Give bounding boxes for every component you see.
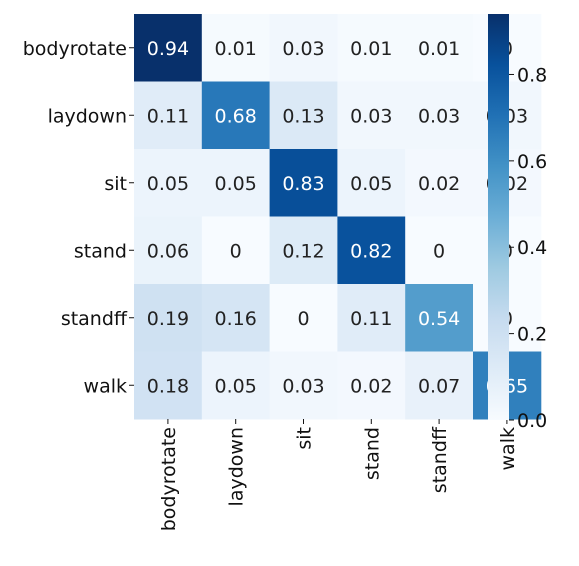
column-tick-label: bodyrotate: [158, 427, 180, 531]
heatmap-cell: [405, 351, 474, 420]
cell-value-label: 0.03: [418, 105, 460, 127]
row-tick-label: sit: [104, 173, 127, 195]
cell-value-label: 0.16: [215, 308, 257, 330]
heatmap-cell: [201, 81, 271, 150]
cell-value-label: 0.68: [215, 105, 257, 127]
colorbar-gradient: [488, 14, 509, 420]
cell-value-label: 0: [297, 308, 309, 330]
column-tick-label: standff: [429, 426, 451, 493]
cell-value-label: 0.12: [282, 240, 324, 262]
heatmap-cell: [134, 284, 203, 352]
cell-value-label: 0.01: [215, 38, 257, 60]
heatmap-cells: 0.94 0.01 0.03 0.01 0.01 0 0.11 0.68 0.13 0.03 0.0…: [134, 14, 542, 420]
heatmap-cell: [201, 14, 271, 82]
cell-value-label: 0.03: [350, 105, 392, 127]
heatmap-cell: [337, 149, 406, 217]
heatmap-cell: [405, 149, 474, 217]
heatmap-cell: [134, 14, 203, 82]
row-tick-label: bodyrotate: [23, 38, 127, 60]
cell-value-label: 0.19: [147, 308, 189, 330]
heatmap-cell: [269, 14, 338, 82]
heatmap-cell: [269, 284, 338, 352]
cell-value-label: 0.02: [418, 173, 460, 195]
colorbar-tick-label: 0.2: [517, 324, 547, 346]
heatmap-cell: [134, 81, 203, 150]
cell-value-label: 0.11: [147, 105, 189, 127]
cell-value-label: 0.03: [282, 38, 324, 60]
cell-value-label: 0.01: [418, 38, 460, 60]
heatmap-cell: [405, 284, 474, 352]
cell-value-label: 0.13: [282, 105, 324, 127]
heatmap-cell: [134, 149, 203, 217]
cell-value-label: 0.83: [282, 173, 324, 195]
cell-value-label: 0.01: [350, 38, 392, 60]
colorbar-tick-label: 0.6: [517, 151, 547, 173]
column-tick-label: laydown: [226, 427, 248, 506]
cell-value-label: 0.02: [350, 375, 392, 397]
heatmap-cell: [201, 351, 271, 420]
cell-value-label: 0.82: [350, 240, 392, 262]
heatmap-cell: [269, 81, 338, 150]
heatmap-cell: [269, 351, 338, 420]
heatmap-cell: [405, 14, 474, 82]
heatmap-cell: [337, 14, 406, 82]
cell-value-label: 0.05: [350, 173, 392, 195]
colorbar: 0.0 0.2 0.4 0.6 0.8: [488, 14, 547, 432]
heatmap-cell: [201, 284, 271, 352]
row-tick-label: walk: [84, 375, 127, 397]
cell-value-label: 0.54: [418, 308, 460, 330]
column-tick-label: walk: [497, 427, 519, 470]
heatmap-cell: [201, 216, 271, 285]
column-tick-label: sit: [294, 427, 316, 450]
cell-value-label: 0.03: [282, 375, 324, 397]
row-tick-label: stand: [74, 240, 127, 262]
heatmap-cell: [337, 351, 406, 420]
cell-value-label: 0: [433, 240, 445, 262]
cell-value-label: 0.18: [147, 375, 189, 397]
cell-value-label: 0.06: [147, 240, 189, 262]
row-tick-labels: bodyrotate laydown sit stand standff walk: [23, 38, 134, 397]
cell-value-label: 0.94: [147, 38, 189, 60]
colorbar-tick-label: 0.4: [517, 237, 547, 259]
cell-value-label: 0.07: [418, 375, 460, 397]
heatmap-cell: [269, 216, 338, 285]
colorbar-tick-label: 0.0: [517, 410, 547, 432]
heatmap-cell: [337, 216, 406, 285]
heatmap-cell: [337, 284, 406, 352]
heatmap-cell: [134, 216, 203, 285]
row-tick-label: laydown: [48, 105, 127, 127]
row-tick-label: standff: [61, 308, 128, 330]
cell-value-label: 0.11: [350, 308, 392, 330]
colorbar-tick-label: 0.8: [517, 64, 547, 86]
cell-value-label: 0.05: [215, 375, 257, 397]
cell-value-label: 0.05: [147, 173, 189, 195]
cell-value-label: 0.05: [215, 173, 257, 195]
cell-value-label: 0: [230, 240, 242, 262]
heatmap-cell: [269, 149, 338, 217]
heatmap-cell: [405, 216, 474, 285]
column-tick-label: stand: [361, 427, 383, 480]
column-tick-labels: bodyrotate laydown sit stand standff walk: [158, 419, 519, 531]
heatmap-cell: [134, 351, 203, 420]
heatmap-cell: [337, 81, 406, 150]
heatmap-cell: [201, 149, 271, 217]
heatmap-cell: [405, 81, 474, 150]
